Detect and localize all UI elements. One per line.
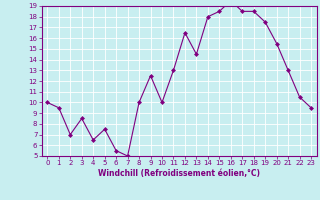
X-axis label: Windchill (Refroidissement éolien,°C): Windchill (Refroidissement éolien,°C): [98, 169, 260, 178]
